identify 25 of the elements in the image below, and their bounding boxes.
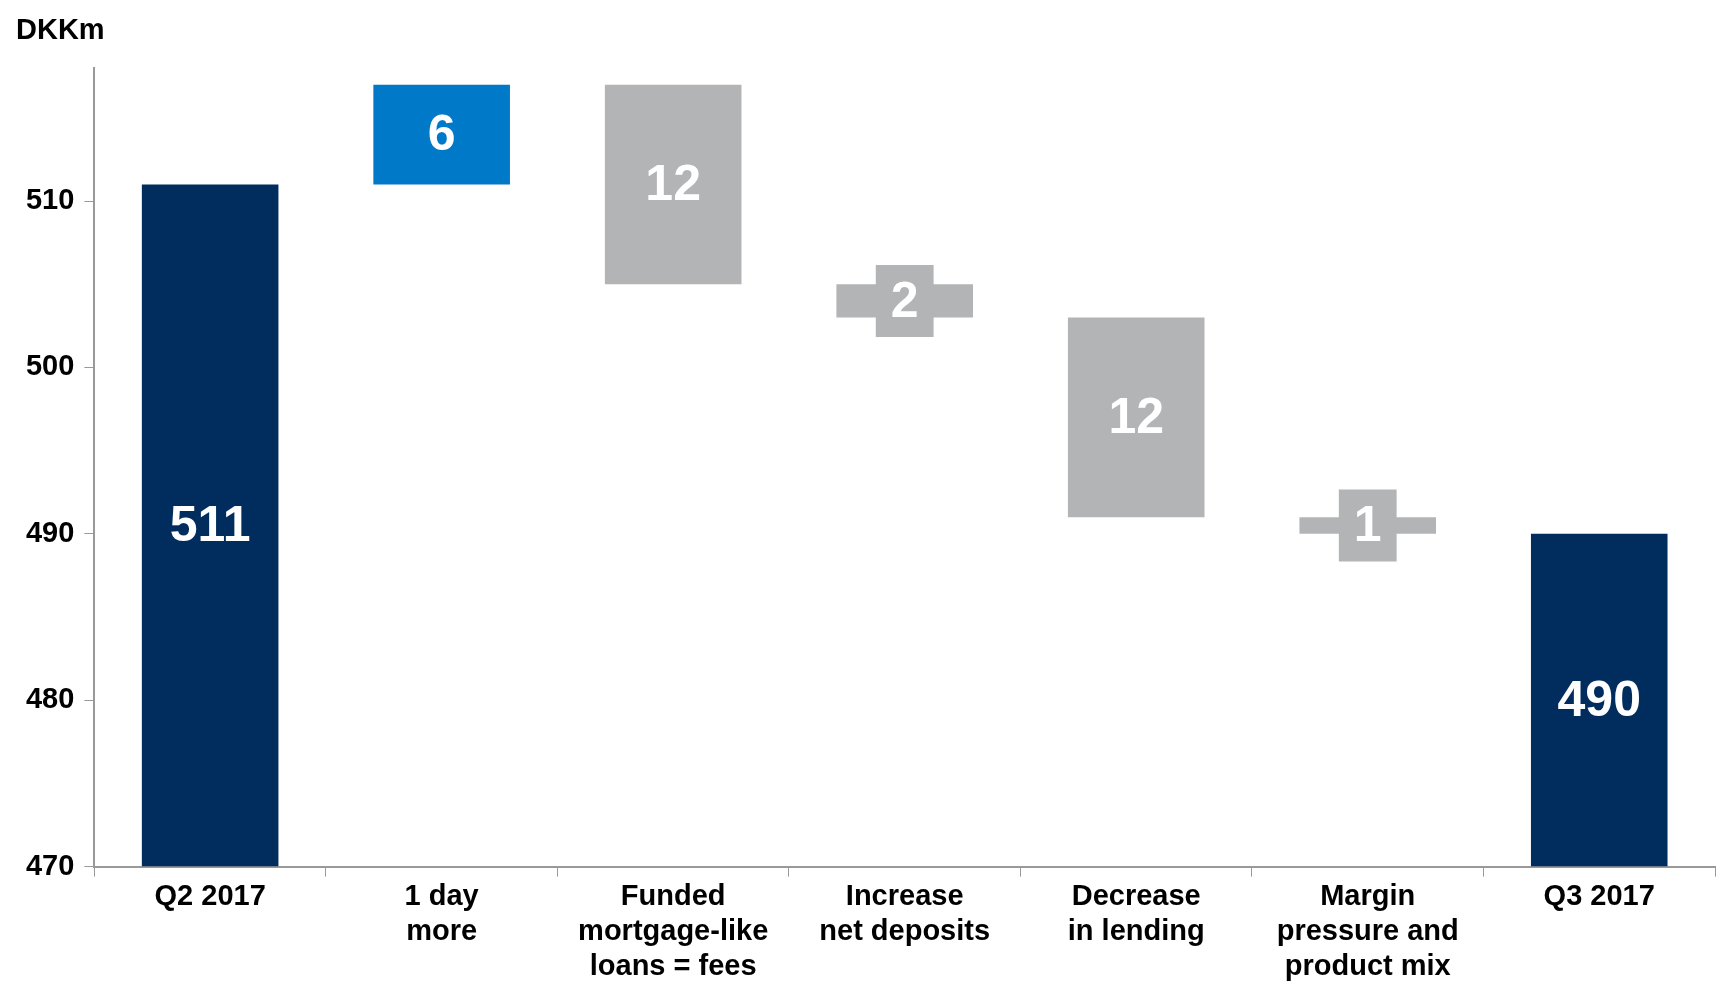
y-axis-title: DKKm (16, 12, 105, 45)
y-tick-label: 510 (25, 183, 75, 216)
data-label: 12 (1108, 388, 1165, 445)
x-tick-label: Q3 2017 (1543, 879, 1655, 911)
y-tick-label: 490 (25, 515, 75, 548)
bar (1530, 533, 1668, 867)
bar (141, 184, 279, 867)
x-tick-label: 1 day more (404, 879, 479, 946)
x-tick-label: Funded mortgage-like loans = fees (578, 879, 769, 981)
data-label: 6 (427, 105, 456, 162)
x-tick-label: Q2 2017 (154, 879, 266, 911)
x-tick-label: Decrease in lending (1067, 879, 1205, 946)
y-tick-label: 470 (25, 848, 75, 881)
x-tick-label: Increase net deposits (819, 879, 991, 946)
x-tick-label: Margin pressure and product mix (1276, 879, 1459, 981)
data-label: 2 (890, 271, 919, 328)
y-tick-label: 500 (25, 349, 75, 382)
bar (373, 84, 510, 185)
y-tick-label: 480 (25, 682, 75, 715)
data-label: 490 (1557, 671, 1641, 728)
bar (604, 84, 742, 285)
data-label: 1 (1353, 496, 1382, 553)
bar (1067, 317, 1205, 518)
data-label: 511 (169, 496, 251, 553)
data-label: 12 (645, 155, 701, 212)
